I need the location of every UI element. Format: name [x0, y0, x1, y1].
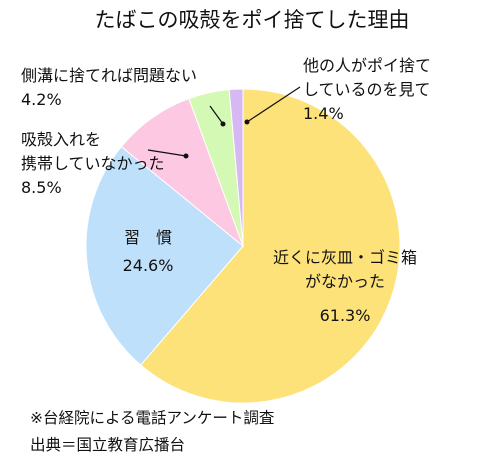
- leader-dot-3: [220, 121, 226, 127]
- slice-category-label-3: 側溝に捨てれば問題ない: [21, 66, 197, 85]
- slice-category-label-2: 吸殻入れを: [21, 130, 101, 149]
- slice-category-label-1: 習 慣: [124, 228, 172, 247]
- leader-dot-4: [244, 119, 250, 125]
- slice-value-label-4: 1.4%: [303, 104, 344, 123]
- slice-value-label-1: 24.6%: [123, 256, 174, 275]
- survey-note: ※台経院による電話アンケート調査: [30, 409, 275, 427]
- leader-line-4: [246, 86, 301, 123]
- chart-title: たばこの吸殻をポイ捨てした理由: [95, 8, 410, 32]
- slice-category-label-2: 携帯していなかった: [21, 154, 165, 173]
- slice-value-label-3: 4.2%: [21, 90, 62, 109]
- pie-slice-0: [139, 88, 401, 404]
- slice-category-label-0: がなかった: [305, 272, 385, 291]
- leader-line-3: [209, 105, 224, 125]
- slice-category-label-0: 近くに灰皿・ゴミ箱: [273, 248, 417, 267]
- slice-value-label-2: 8.5%: [21, 178, 62, 197]
- leader-line-2: [147, 149, 187, 157]
- slice-category-label-4: 他の人がポイ捨て: [303, 56, 431, 75]
- pie-slice-2: [120, 97, 245, 248]
- pie-slice-1: [85, 145, 244, 366]
- leader-dot-2: [183, 153, 189, 159]
- pie-slice-4: [228, 88, 244, 247]
- slice-value-label-0: 61.3%: [320, 306, 371, 325]
- source-note: 出典＝国立教育広播台: [30, 436, 186, 454]
- slice-category-label-4: しているのを見て: [303, 80, 431, 99]
